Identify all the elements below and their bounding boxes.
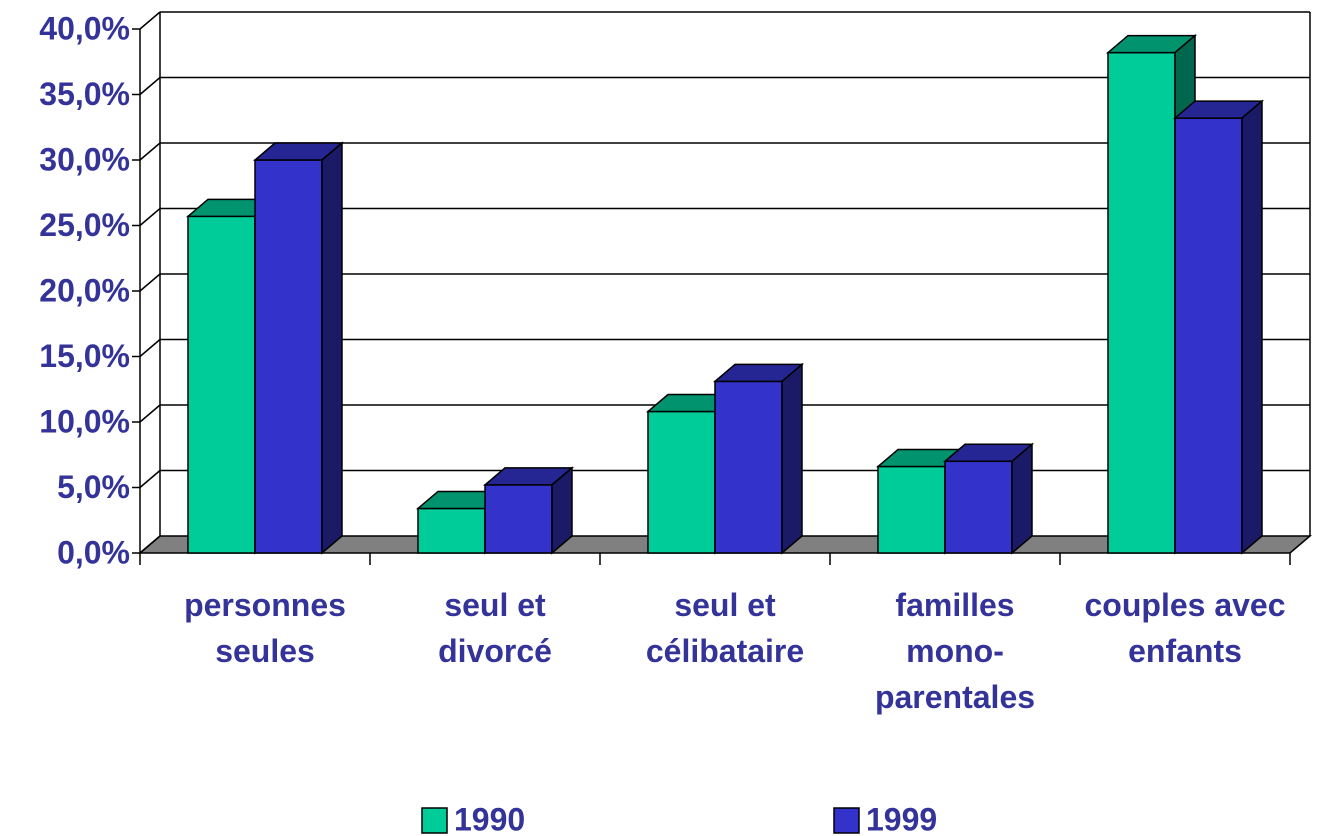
side-grid-line <box>139 404 161 423</box>
bar-front <box>1107 51 1176 554</box>
side-grid-line <box>139 535 161 554</box>
legend-label: 1999 <box>866 801 937 836</box>
y-tick-label: 25,0% <box>39 207 130 243</box>
x-tick-label: seul et divorcé <box>438 587 552 669</box>
bar-front <box>877 465 946 554</box>
bar-front <box>254 159 323 554</box>
bar-front <box>187 215 256 554</box>
side-grid-line <box>139 142 161 161</box>
y-tick-label: 10,0% <box>39 403 130 439</box>
side-grid-line <box>139 469 161 489</box>
y-tick-label: 40,0% <box>39 10 130 46</box>
bar-side <box>1011 442 1033 555</box>
bar-front <box>1174 117 1243 554</box>
y-tick-label: 0,0% <box>57 534 130 570</box>
y-tick-label: 15,0% <box>39 338 130 374</box>
legend-swatch <box>421 807 448 834</box>
y-tick-label: 5,0% <box>57 469 130 505</box>
legend-label: 1990 <box>454 801 525 836</box>
side-grid-line <box>139 76 161 96</box>
legend-swatch <box>833 807 860 834</box>
side-grid-line <box>139 338 161 358</box>
bar-front <box>647 410 716 554</box>
bar-front <box>714 380 783 554</box>
side-grid-line <box>139 207 161 227</box>
y-tick-label: 20,0% <box>39 272 130 308</box>
x-tick-label: personnes seules <box>184 587 346 669</box>
bar-side <box>781 362 803 555</box>
side-grid-line <box>139 273 161 292</box>
bar-side <box>321 141 343 555</box>
x-tick-label: couples avec enfants <box>1084 587 1286 669</box>
bar-front <box>417 507 486 554</box>
y-tick-label: 30,0% <box>39 141 130 177</box>
x-tick-label: familles mono- parentales <box>874 587 1036 715</box>
bar-side <box>1241 99 1263 555</box>
x-tick-label: seul et célibataire <box>645 587 805 669</box>
bar-front <box>944 460 1013 554</box>
y-tick-label: 35,0% <box>39 76 130 112</box>
bar-front <box>484 484 553 554</box>
side-grid-line <box>139 11 161 30</box>
bar-side <box>551 466 573 555</box>
